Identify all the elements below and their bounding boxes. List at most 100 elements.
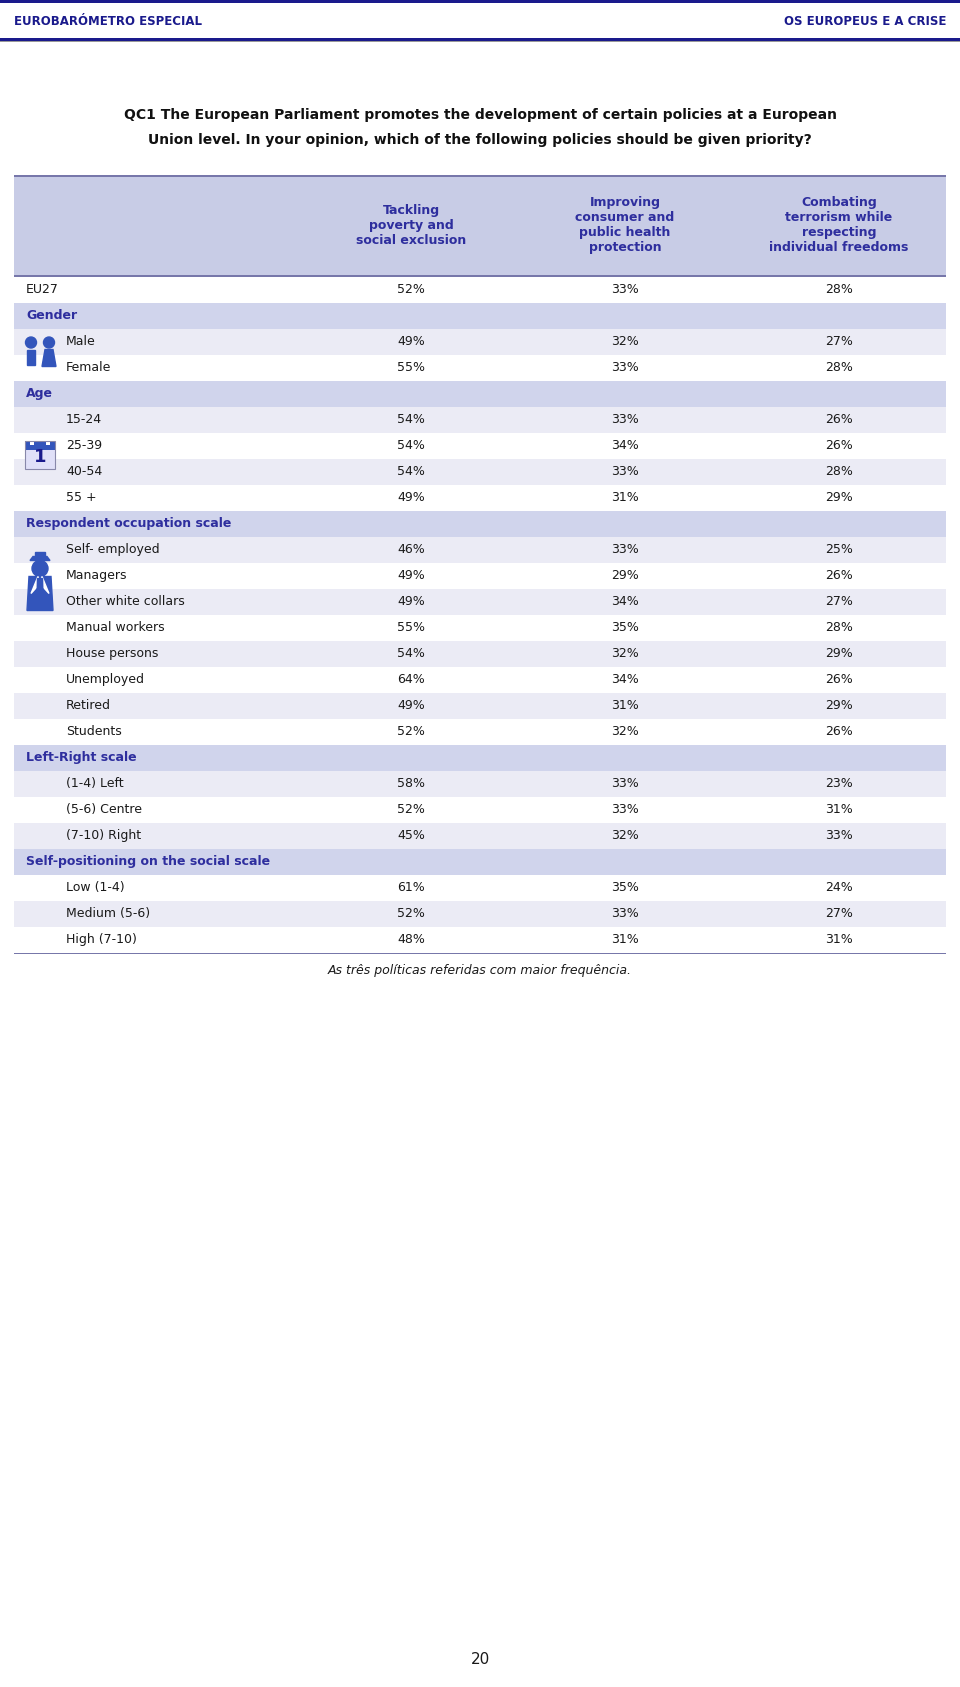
Bar: [14, 926, 946, 953]
Text: 49%: 49%: [397, 569, 425, 582]
Text: Managers: Managers: [66, 569, 128, 582]
Text: 46%: 46%: [397, 543, 425, 557]
Text: 27%: 27%: [825, 908, 852, 919]
Text: 29%: 29%: [826, 698, 852, 712]
Text: 26%: 26%: [826, 439, 852, 452]
Text: Unemployed: Unemployed: [66, 673, 145, 687]
Text: 23%: 23%: [826, 778, 852, 790]
Bar: [14, 432, 946, 459]
Text: 33%: 33%: [612, 543, 638, 557]
Polygon shape: [30, 557, 50, 560]
Text: 61%: 61%: [397, 881, 425, 894]
Text: 1: 1: [34, 447, 46, 466]
Bar: [14, 796, 946, 823]
Text: 48%: 48%: [397, 933, 425, 946]
Text: High (7-10): High (7-10): [66, 933, 137, 946]
Bar: [0, 3, 960, 39]
Text: Tackling
poverty and
social exclusion: Tackling poverty and social exclusion: [356, 204, 467, 246]
Text: 49%: 49%: [397, 596, 425, 607]
Bar: [14, 692, 946, 719]
Text: 25%: 25%: [825, 543, 852, 557]
Text: Retired: Retired: [66, 698, 111, 712]
Bar: [14, 511, 946, 536]
Bar: [14, 719, 946, 744]
Text: OS EUROPEUS E A CRISE: OS EUROPEUS E A CRISE: [783, 15, 946, 27]
Text: Low (1-4): Low (1-4): [66, 881, 125, 894]
Text: 31%: 31%: [826, 803, 852, 817]
Bar: [25, 440, 55, 449]
Text: 28%: 28%: [825, 621, 852, 634]
Bar: [14, 901, 946, 926]
Bar: [14, 771, 946, 796]
Text: Self-positioning on the social scale: Self-positioning on the social scale: [26, 855, 270, 869]
Bar: [27, 349, 35, 364]
Text: 52%: 52%: [397, 908, 425, 919]
Text: House persons: House persons: [66, 648, 158, 660]
Text: 31%: 31%: [612, 698, 638, 712]
Text: 27%: 27%: [825, 596, 852, 607]
Text: 33%: 33%: [612, 803, 638, 817]
Text: 33%: 33%: [612, 361, 638, 375]
Text: 15-24: 15-24: [66, 413, 102, 427]
Text: 34%: 34%: [612, 596, 638, 607]
Text: 33%: 33%: [826, 828, 852, 842]
Text: 55%: 55%: [397, 361, 425, 375]
Text: 24%: 24%: [826, 881, 852, 894]
Bar: [14, 666, 946, 692]
Text: 34%: 34%: [612, 439, 638, 452]
Text: 28%: 28%: [825, 283, 852, 295]
Bar: [0, 39, 960, 40]
Text: 35%: 35%: [612, 881, 639, 894]
Bar: [14, 459, 946, 484]
Bar: [14, 175, 946, 177]
Text: Gender: Gender: [26, 309, 77, 322]
Text: QC1 The European Parliament promotes the development of certain policies at a Eu: QC1 The European Parliament promotes the…: [124, 108, 836, 121]
Bar: [14, 562, 946, 589]
Text: Union level. In your opinion, which of the following policies should be given pr: Union level. In your opinion, which of t…: [148, 133, 812, 147]
Polygon shape: [42, 349, 56, 366]
Text: 54%: 54%: [397, 439, 425, 452]
Text: 33%: 33%: [612, 466, 638, 477]
Bar: [14, 641, 946, 666]
Bar: [25, 440, 55, 469]
Bar: [14, 823, 946, 849]
Text: 33%: 33%: [612, 908, 638, 919]
Text: 26%: 26%: [826, 413, 852, 427]
Bar: [14, 302, 946, 329]
Text: Improving
consumer and
public health
protection: Improving consumer and public health pro…: [575, 196, 675, 255]
Text: EU27: EU27: [26, 283, 59, 295]
Bar: [14, 381, 946, 407]
Text: 52%: 52%: [397, 803, 425, 817]
Text: 54%: 54%: [397, 648, 425, 660]
Text: 28%: 28%: [825, 361, 852, 375]
Bar: [35, 552, 45, 557]
Polygon shape: [40, 577, 49, 594]
Text: Age: Age: [26, 386, 53, 400]
Text: 40-54: 40-54: [66, 466, 103, 477]
Text: Medium (5-6): Medium (5-6): [66, 908, 150, 919]
Bar: [14, 407, 946, 432]
Text: (1-4) Left: (1-4) Left: [66, 778, 124, 790]
Bar: [46, 437, 50, 444]
Text: 32%: 32%: [612, 336, 638, 348]
Circle shape: [43, 337, 55, 348]
Text: 31%: 31%: [612, 491, 638, 504]
Polygon shape: [27, 577, 53, 611]
Text: 64%: 64%: [397, 673, 425, 687]
Text: 45%: 45%: [397, 828, 425, 842]
Text: Self- employed: Self- employed: [66, 543, 159, 557]
Text: 33%: 33%: [612, 283, 638, 295]
Text: 49%: 49%: [397, 491, 425, 504]
Text: 29%: 29%: [612, 569, 638, 582]
Text: 31%: 31%: [826, 933, 852, 946]
Bar: [14, 484, 946, 511]
Text: Other white collars: Other white collars: [66, 596, 184, 607]
Text: 31%: 31%: [612, 933, 638, 946]
Text: 54%: 54%: [397, 466, 425, 477]
Bar: [14, 874, 946, 901]
Text: 29%: 29%: [826, 491, 852, 504]
Text: 20: 20: [470, 1652, 490, 1667]
Text: As três políticas referidas com maior frequência.: As três políticas referidas com maior fr…: [328, 963, 632, 977]
Text: Left-Right scale: Left-Right scale: [26, 751, 136, 764]
Text: 49%: 49%: [397, 698, 425, 712]
